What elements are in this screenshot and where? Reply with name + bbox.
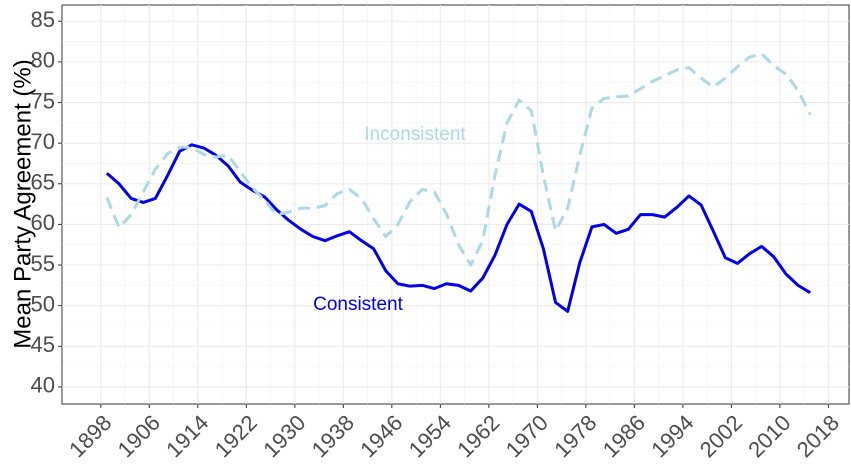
x-tick-label: 2018 (792, 410, 844, 462)
x-tick-label: 1962 (452, 410, 504, 462)
y-tick-label: 80 (31, 48, 55, 73)
x-tick-label: 2002 (695, 410, 747, 462)
y-axis-label: Mean Party Agreement (%) (9, 59, 36, 348)
x-tick-label: 1946 (355, 410, 407, 462)
series-line (105, 52, 812, 267)
x-tick-label: 1954 (404, 410, 456, 462)
y-tick-label: 85 (31, 7, 55, 32)
y-tick-label: 50 (31, 291, 55, 316)
x-tick-label: 1994 (646, 410, 698, 462)
x-tick-label: 1914 (161, 410, 213, 462)
x-tick-label: 2010 (743, 410, 795, 462)
panel (61, 4, 850, 405)
x-tick-label: 1938 (307, 410, 359, 462)
x-tick-label: 1978 (549, 410, 601, 462)
x-tick-label: 1930 (258, 410, 310, 462)
y-tick-label: 60 (31, 210, 55, 235)
x-tick-label: 1898 (64, 410, 116, 462)
x-tick-label: 1970 (501, 410, 553, 462)
x-tick-label: 1922 (210, 410, 262, 462)
x-tick-label: 1906 (113, 410, 165, 462)
y-tick-label: 70 (31, 129, 55, 154)
series-label: Consistent (313, 294, 403, 315)
series-label: Inconsistent (364, 124, 466, 145)
series-line (105, 143, 811, 313)
y-tick-label: 75 (31, 88, 55, 113)
y-tick-label: 40 (31, 373, 55, 398)
y-tick-label: 55 (31, 251, 55, 276)
x-tick-label: 1986 (598, 410, 650, 462)
y-tick-label: 65 (31, 170, 55, 195)
y-tick-label: 45 (31, 332, 55, 357)
